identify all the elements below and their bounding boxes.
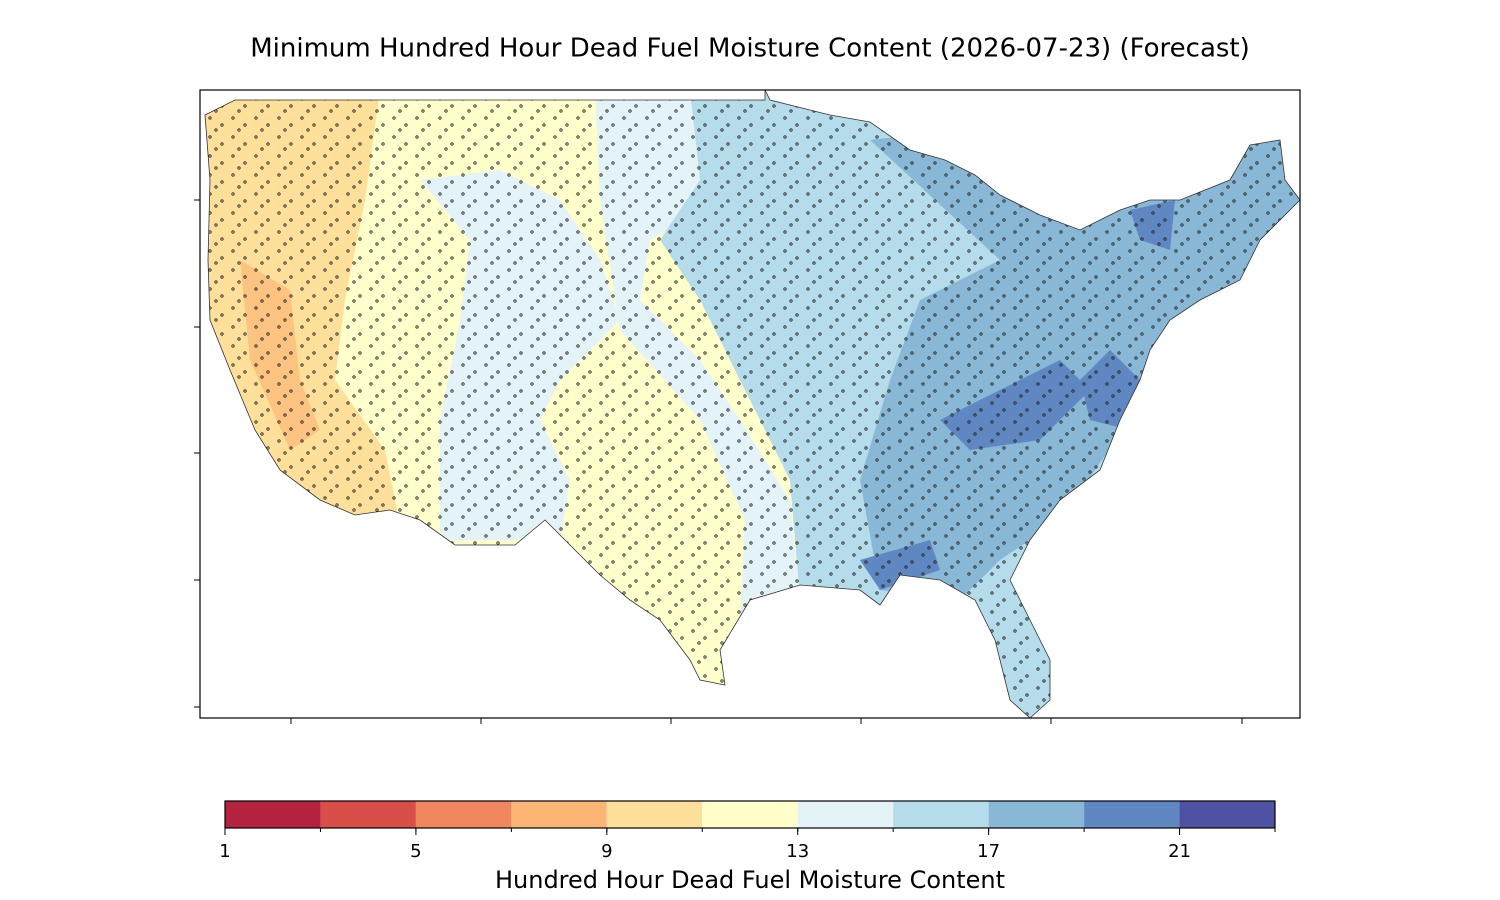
colorbar-bin <box>606 801 703 828</box>
colorbar: 1 5 9 13 17 21 <box>219 800 1276 862</box>
colorbar-tick-label: 17 <box>977 841 1000 862</box>
colorbar-bin <box>988 801 1085 828</box>
colorbar-label: Hundred Hour Dead Fuel Moisture Content <box>495 866 1005 894</box>
colorbar-bin <box>797 801 894 828</box>
map-frame <box>199 89 1301 719</box>
colorbar-tick-label: 13 <box>786 841 809 862</box>
colorbar-tick-label: 5 <box>410 841 421 862</box>
colorbar-frame <box>224 800 1276 829</box>
colorbar-tick-label: 1 <box>219 841 230 862</box>
colorbar-bin <box>225 801 321 828</box>
colorbar-bin <box>320 801 416 828</box>
colorbar-bin <box>893 801 989 828</box>
map-ticks <box>194 199 1243 724</box>
colorbar-tick-label: 21 <box>1168 841 1191 862</box>
title: Minimum Hundred Hour Dead Fuel Moisture … <box>250 34 1250 64</box>
colorbar-bin <box>702 801 798 828</box>
map-fill <box>205 90 1300 718</box>
colorbar-bin <box>1179 801 1275 828</box>
colorbar-tick-label: 9 <box>601 841 612 862</box>
colorbar-bin <box>415 801 512 828</box>
colorbar-bin <box>511 801 607 828</box>
colorbar-bin <box>1084 801 1180 828</box>
